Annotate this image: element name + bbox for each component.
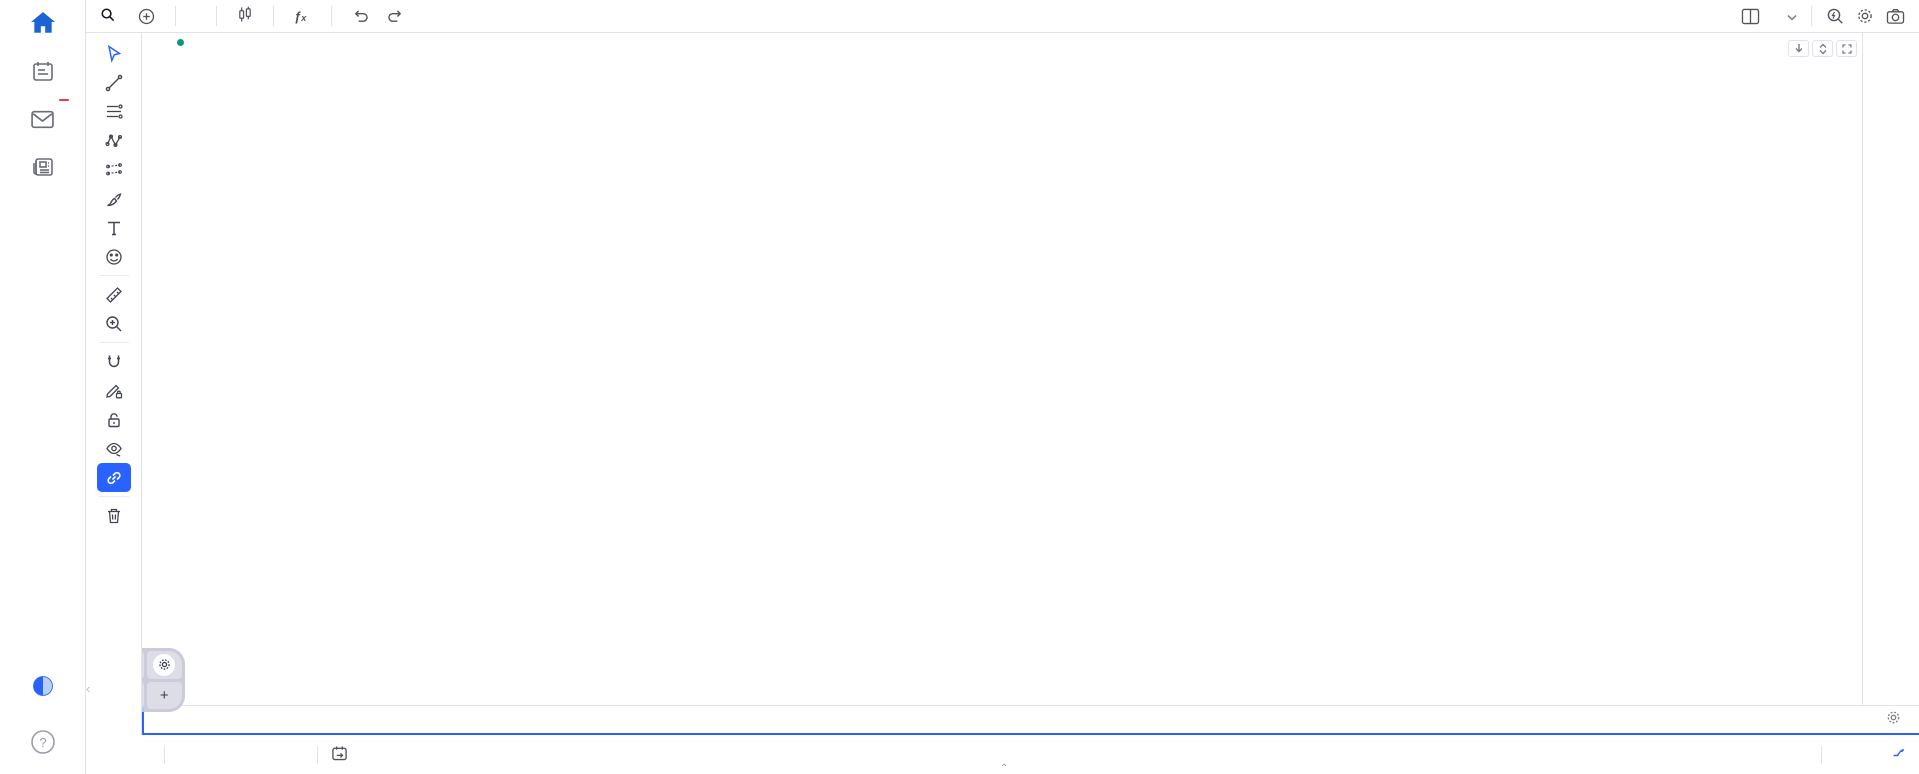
scroll-to-recent-icon[interactable] [1788,40,1809,57]
sidebar-item-markets[interactable] [0,0,85,48]
tool-sync-drawings[interactable] [96,463,131,492]
price-scale-settings-icon[interactable] [1886,710,1901,730]
symbol-search-button[interactable] [94,4,126,28]
undo-button[interactable] [346,6,375,27]
calendar-icon [29,58,57,84]
tool-text[interactable] [97,213,131,242]
tool-ruler[interactable] [97,280,131,309]
settings-gear-icon[interactable] [1850,4,1880,28]
range-1y[interactable] [263,752,273,758]
time-axis[interactable] [142,705,1862,735]
tool-brush[interactable] [97,184,131,213]
adjust-scale-icon[interactable] [1892,747,1905,762]
log-scale-toggle[interactable] [1852,752,1862,758]
open-bottom-panel-chevron[interactable]: ⌃ [1000,763,1009,774]
range-1m[interactable] [209,752,219,758]
layout-button[interactable] [1735,5,1766,28]
range-3m[interactable] [227,752,237,758]
chart-region: − + [105,33,1919,735]
maximize-pane-icon[interactable] [1836,40,1857,57]
drawing-toolbar [86,33,142,735]
chart-style-button[interactable] [231,3,259,29]
market-status-dot [177,39,184,46]
bottom-bar [86,735,1919,774]
chart-legend[interactable] [152,38,195,47]
app-sidebar: ? [0,0,86,774]
redo-button[interactable] [381,6,410,27]
tool-magnet[interactable] [97,347,131,376]
tool-trend-line[interactable] [97,68,131,97]
tool-cursor[interactable] [97,39,131,68]
tool-emoji[interactable] [97,242,131,271]
chart-settings-gear-icon[interactable] [146,651,182,679]
sidebar-footer: ? [0,674,86,760]
news-icon [29,154,57,180]
chart-focus-border-bottom [142,733,1919,735]
auto-scale-toggle[interactable] [1872,752,1882,758]
sidebar-item-news[interactable] [0,144,85,192]
tool-projection[interactable] [97,155,131,184]
range-5y[interactable] [281,752,291,758]
price-chart-canvas[interactable] [142,33,1862,705]
svg-text:?: ? [39,735,46,750]
tool-fib-retracement[interactable] [97,97,131,126]
chevron-down-icon [1787,9,1797,24]
quick-search-icon[interactable] [1820,4,1850,28]
search-icon [100,7,115,25]
axis-corner [1862,705,1919,735]
zoom-in-button[interactable]: + [146,681,182,709]
range-all[interactable] [299,752,309,758]
compare-add-symbol-button[interactable] [132,5,161,28]
interval-button[interactable] [190,13,202,19]
chart-focus-border-left [142,705,144,735]
tool-xabcd-pattern[interactable] [97,126,131,155]
tool-zoom-in[interactable] [97,309,131,338]
hide-toolbar-chevron[interactable]: ‹ [86,681,91,696]
indicators-button[interactable]: ƒx [288,6,317,27]
sidebar-item-messages[interactable] [0,96,85,144]
camera-screenshot-icon[interactable] [1880,5,1911,28]
range-5d[interactable] [191,752,201,758]
sidebar-item-calendar[interactable] [0,48,85,96]
pane-buttons [1788,40,1857,57]
goto-date-icon[interactable] [326,742,353,767]
percent-scale-toggle[interactable] [1832,752,1842,758]
tool-lock-all[interactable] [97,405,131,434]
save-button[interactable] [1776,6,1803,27]
tool-remove-drawings[interactable] [97,501,131,530]
tool-hide-drawings[interactable] [97,434,131,463]
theme-contrast-icon[interactable] [31,674,55,703]
messages-badge [58,99,69,101]
help-icon[interactable]: ? [30,729,56,760]
fx-icon: ƒx [294,8,307,24]
range-1d[interactable] [173,752,183,758]
envelope-icon [29,99,69,132]
tool-drawing-mode[interactable] [97,376,131,405]
price-scale[interactable] [1862,33,1919,705]
candles-icon [237,6,253,26]
home-icon [29,10,57,36]
top-toolbar: ƒx [86,0,1919,33]
collapse-pane-icon[interactable] [1812,40,1833,57]
range-6m[interactable] [245,752,255,758]
